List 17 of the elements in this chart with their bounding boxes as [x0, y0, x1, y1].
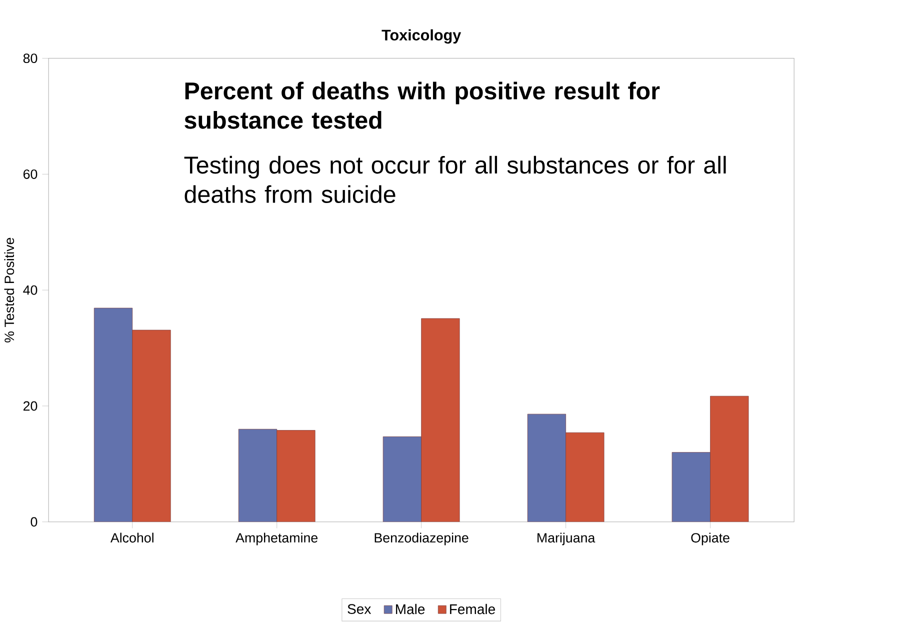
y-tick-label: 20	[24, 401, 38, 411]
x-tick-label: Benzodiazepine	[374, 532, 468, 546]
annotation: Percent of deaths with positive result for substance tested	[184, 82, 660, 129]
chart-title: Toxicology	[382, 29, 462, 44]
legend-label: Male	[396, 604, 425, 614]
legend-label: Female	[450, 604, 495, 614]
y-tick-label: 80	[23, 54, 38, 64]
annotation: Testing does not occur for all substances or for all deaths from suicide	[184, 156, 726, 204]
x-tick-label: Amphetamine	[236, 532, 318, 546]
y-tick-label: 40	[23, 285, 38, 295]
y-axis-title: % Tested Positive	[4, 238, 14, 343]
legend-title: Sex	[348, 604, 372, 614]
x-tick-label: Opiate	[691, 532, 730, 546]
y-tick-label: 60	[24, 170, 38, 180]
y-tick-label: 0	[30, 517, 38, 527]
x-tick-label: Alcohol	[110, 532, 154, 543]
x-tick-label: Marijuana	[538, 532, 596, 546]
